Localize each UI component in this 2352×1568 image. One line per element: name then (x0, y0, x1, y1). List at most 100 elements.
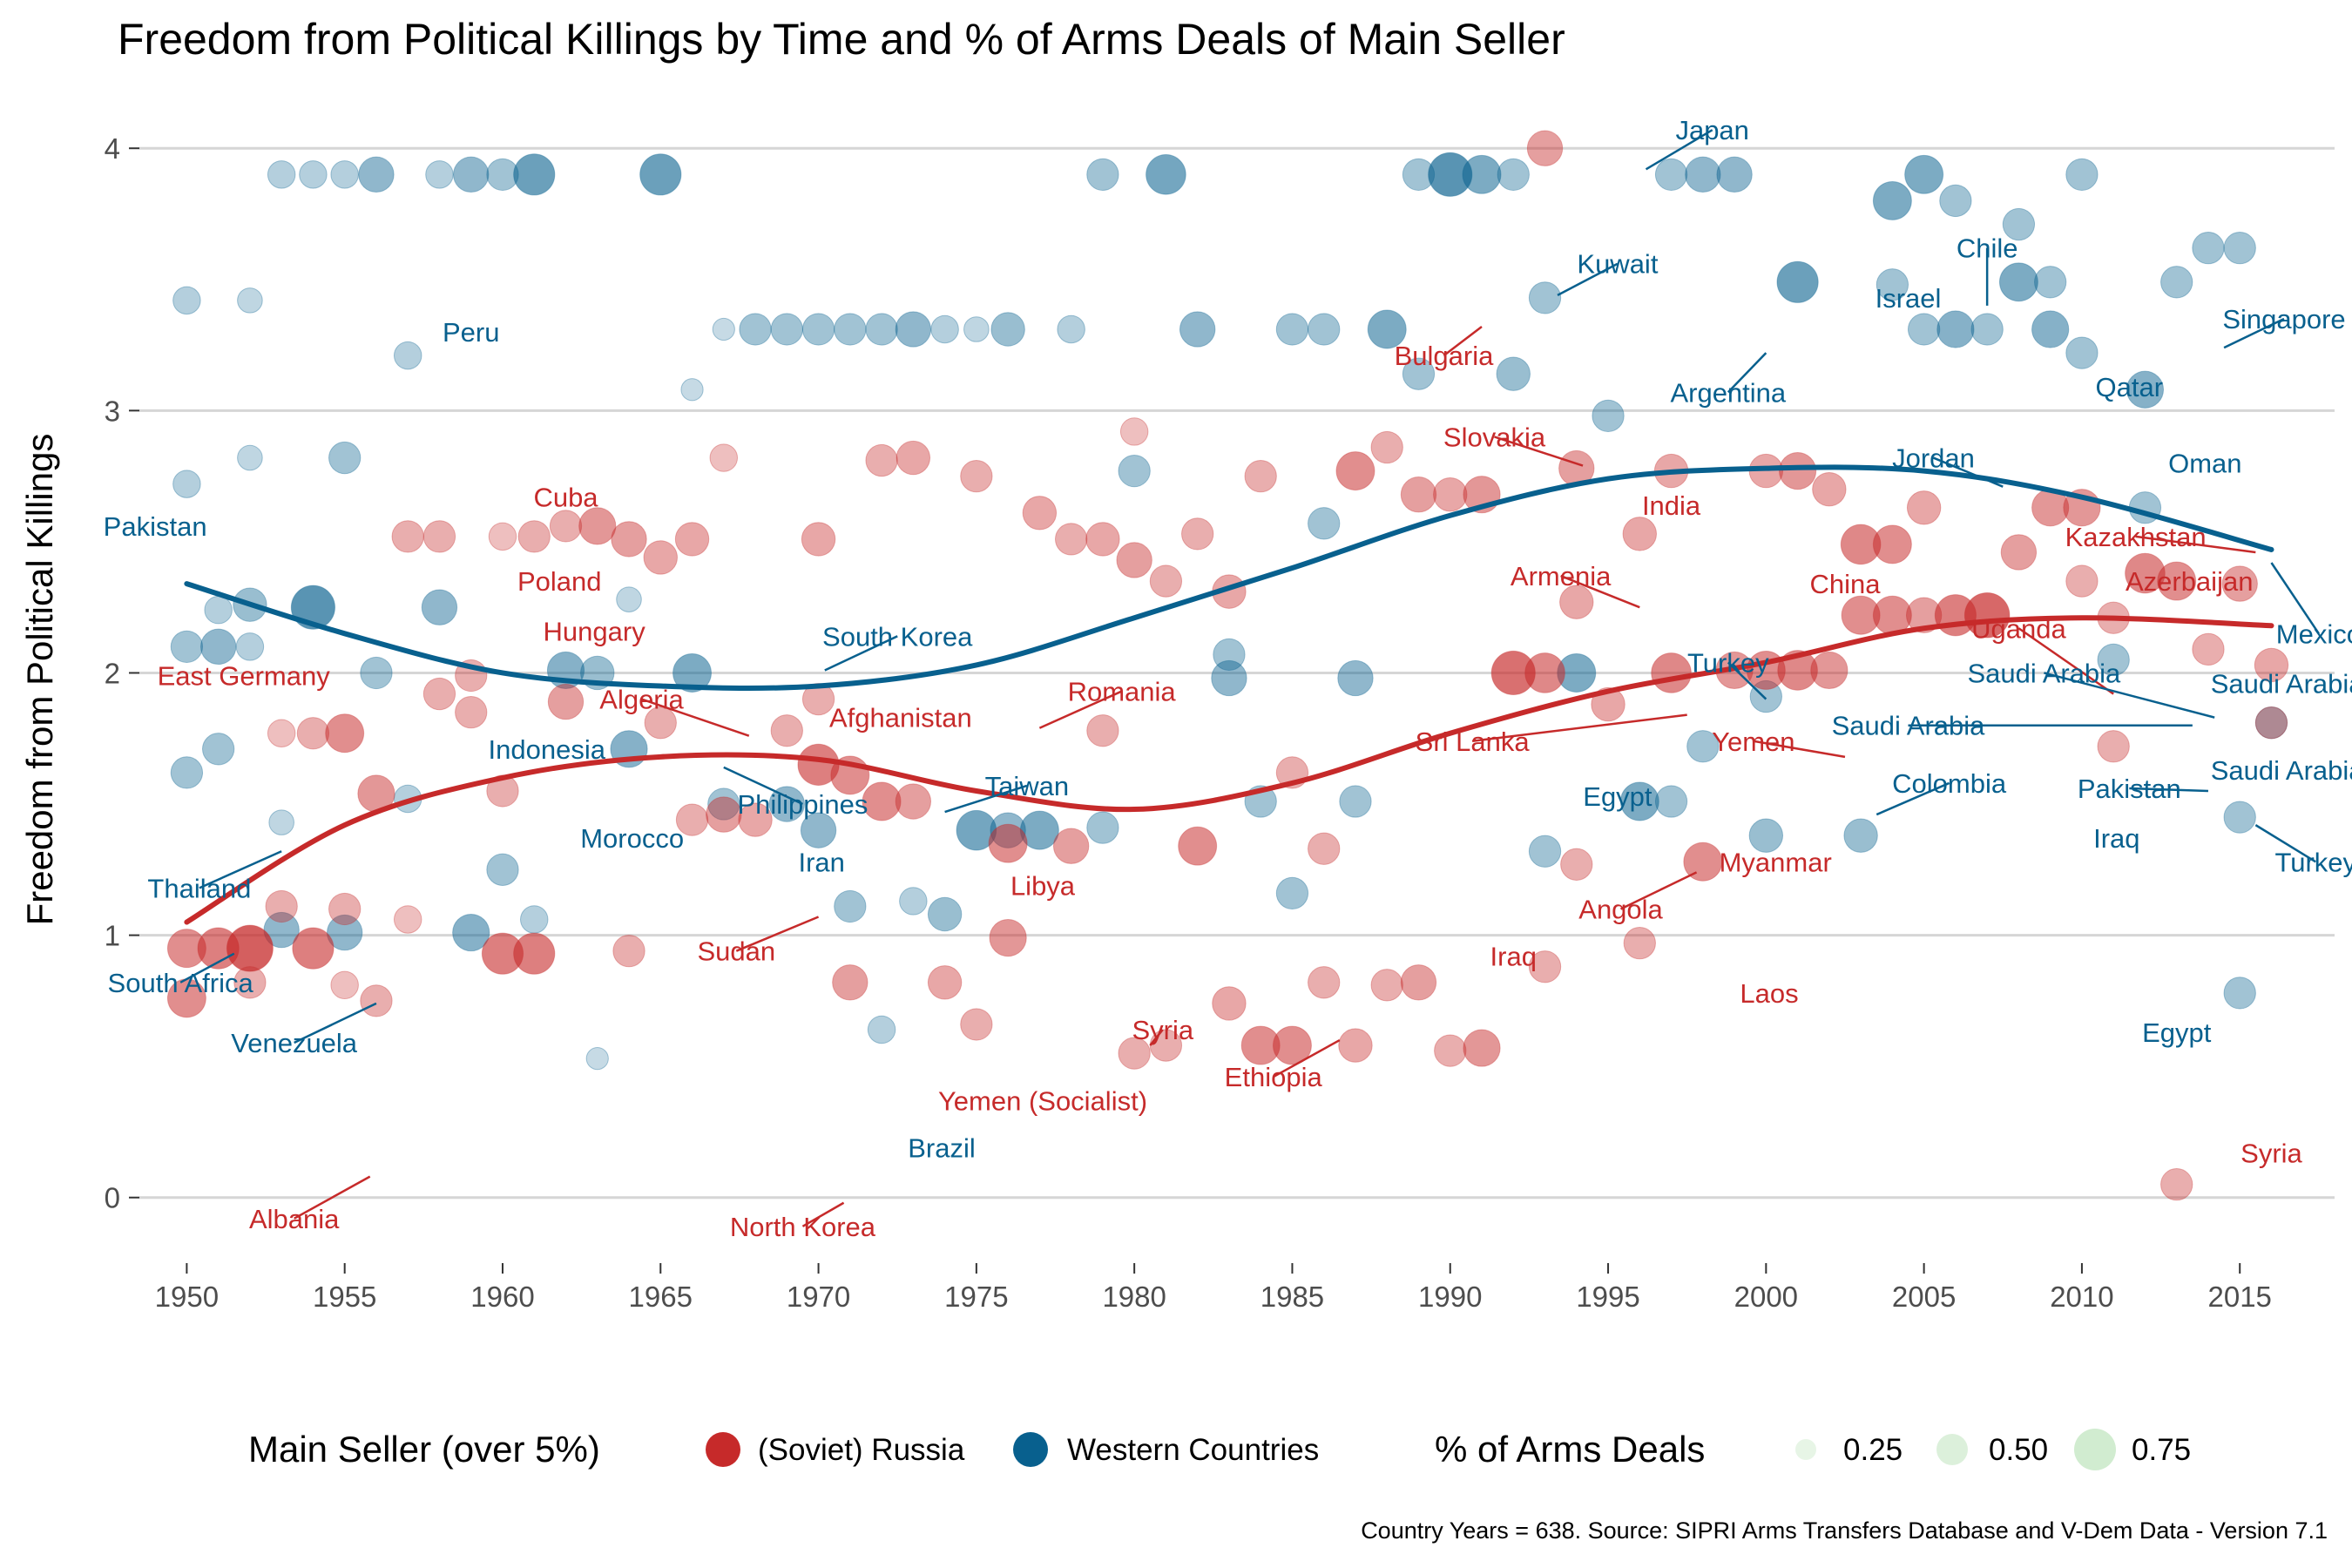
data-point (1685, 156, 1721, 193)
annotation-label: Indonesia (489, 734, 606, 765)
data-point (1370, 969, 1403, 1002)
annotation-label: Argentina (1670, 377, 1786, 408)
data-point (1308, 313, 1341, 346)
data-point (488, 522, 517, 551)
data-point (1776, 260, 1819, 303)
trend-line-western (184, 464, 2274, 692)
x-tick-label: 1975 (944, 1281, 1008, 1313)
data-point (1118, 1037, 1151, 1070)
data-point (706, 796, 742, 833)
data-point (963, 316, 990, 342)
data-point (204, 595, 233, 625)
data-point (265, 889, 298, 923)
annotation-leader (2270, 562, 2320, 634)
annotation-leader (723, 766, 803, 806)
legend-item-western: Western Countries (1067, 1433, 1319, 1467)
annotation-label: Qatar (2096, 372, 2164, 402)
data-point (1872, 595, 1912, 635)
data-point (1213, 638, 1246, 672)
data-point (172, 470, 201, 498)
annotation-label: Mexico (2276, 618, 2352, 649)
data-point (927, 965, 963, 1000)
data-point (800, 812, 837, 848)
data-point (1907, 313, 1941, 346)
data-point (1963, 591, 2011, 639)
data-point (172, 286, 201, 315)
data-point (1497, 158, 1530, 191)
data-point (1085, 522, 1120, 557)
data-point (2221, 565, 2258, 602)
annotation-label: Japan (1675, 115, 1748, 145)
data-point (1936, 310, 1975, 348)
data-point (639, 153, 682, 196)
annotation-label: Yemen (1712, 727, 1794, 757)
data-point (801, 682, 835, 716)
data-point (170, 756, 204, 789)
data-point (1275, 313, 1309, 346)
data-point (292, 927, 335, 970)
data-point (455, 695, 488, 729)
data-point (513, 932, 556, 975)
annotation-label: Iran (798, 847, 844, 877)
data-point (1654, 158, 1688, 191)
legend-swatch-western (1013, 1432, 1048, 1467)
annotation-label: Uganda (1971, 613, 2066, 644)
data-point (1654, 785, 1688, 818)
data-point (2031, 310, 2070, 348)
annotation-label: Myanmar (1720, 847, 1832, 877)
data-point (895, 783, 932, 820)
annotation-label: Ethiopia (1225, 1062, 1323, 1092)
data-point (513, 153, 556, 196)
annotation-label: Saudi Arabia (2211, 755, 2352, 786)
data-point (486, 774, 519, 808)
annotation-leader (824, 635, 898, 672)
data-point (263, 911, 300, 949)
data-point (1683, 841, 1723, 882)
y-tick-label: 1 (105, 920, 120, 952)
data-point (1526, 130, 1564, 166)
data-point (1086, 811, 1119, 844)
annotation-label: Afghanistan (829, 703, 972, 733)
annotation-label: Oman (2168, 449, 2241, 479)
data-point (578, 507, 617, 545)
data-point (2002, 207, 2036, 241)
data-point (1308, 507, 1341, 540)
annotation-leader (179, 952, 235, 983)
data-point (1843, 818, 1878, 853)
annotation-label: Cuba (533, 483, 598, 513)
annotation-leader (1273, 1038, 1341, 1078)
trend-lines (184, 464, 2274, 925)
data-point (1592, 399, 1625, 433)
data-point (1560, 848, 1593, 881)
data-point (267, 719, 296, 747)
data-point (1022, 496, 1058, 531)
annotation-label: East Germany (158, 660, 331, 691)
data-point (1119, 417, 1149, 446)
data-point (1970, 313, 2004, 346)
data-point (199, 628, 237, 666)
y-tick-label: 2 (105, 657, 120, 689)
legend-size-050 (1936, 1434, 1968, 1465)
data-point (1876, 268, 1909, 301)
data-point (296, 717, 330, 750)
annotation-label: Singapore (2222, 304, 2345, 335)
annotation-label: India (1642, 490, 1701, 521)
data-point (2065, 564, 2099, 598)
data-point (325, 713, 365, 754)
annotation-label: Angola (1578, 894, 1663, 924)
annotation-label: Slovakia (1443, 422, 1546, 452)
annotation-label: Iraq (2093, 823, 2139, 854)
annotation-label: Saudi Arabia (1968, 658, 2122, 688)
chart-caption: Country Years = 638. Source: SIPRI Arms … (1361, 1517, 2328, 1544)
data-point (327, 914, 363, 951)
data-point (1370, 430, 1403, 464)
data-point (612, 935, 645, 968)
annotation-label: Romania (1068, 677, 1177, 707)
data-point (675, 803, 709, 836)
annotation-leader (1149, 1029, 1164, 1046)
data-point (930, 314, 959, 344)
annotation-label: Syria (2240, 1139, 2302, 1169)
data-point (2254, 706, 2288, 740)
data-point (422, 677, 456, 711)
data-point (680, 378, 704, 402)
